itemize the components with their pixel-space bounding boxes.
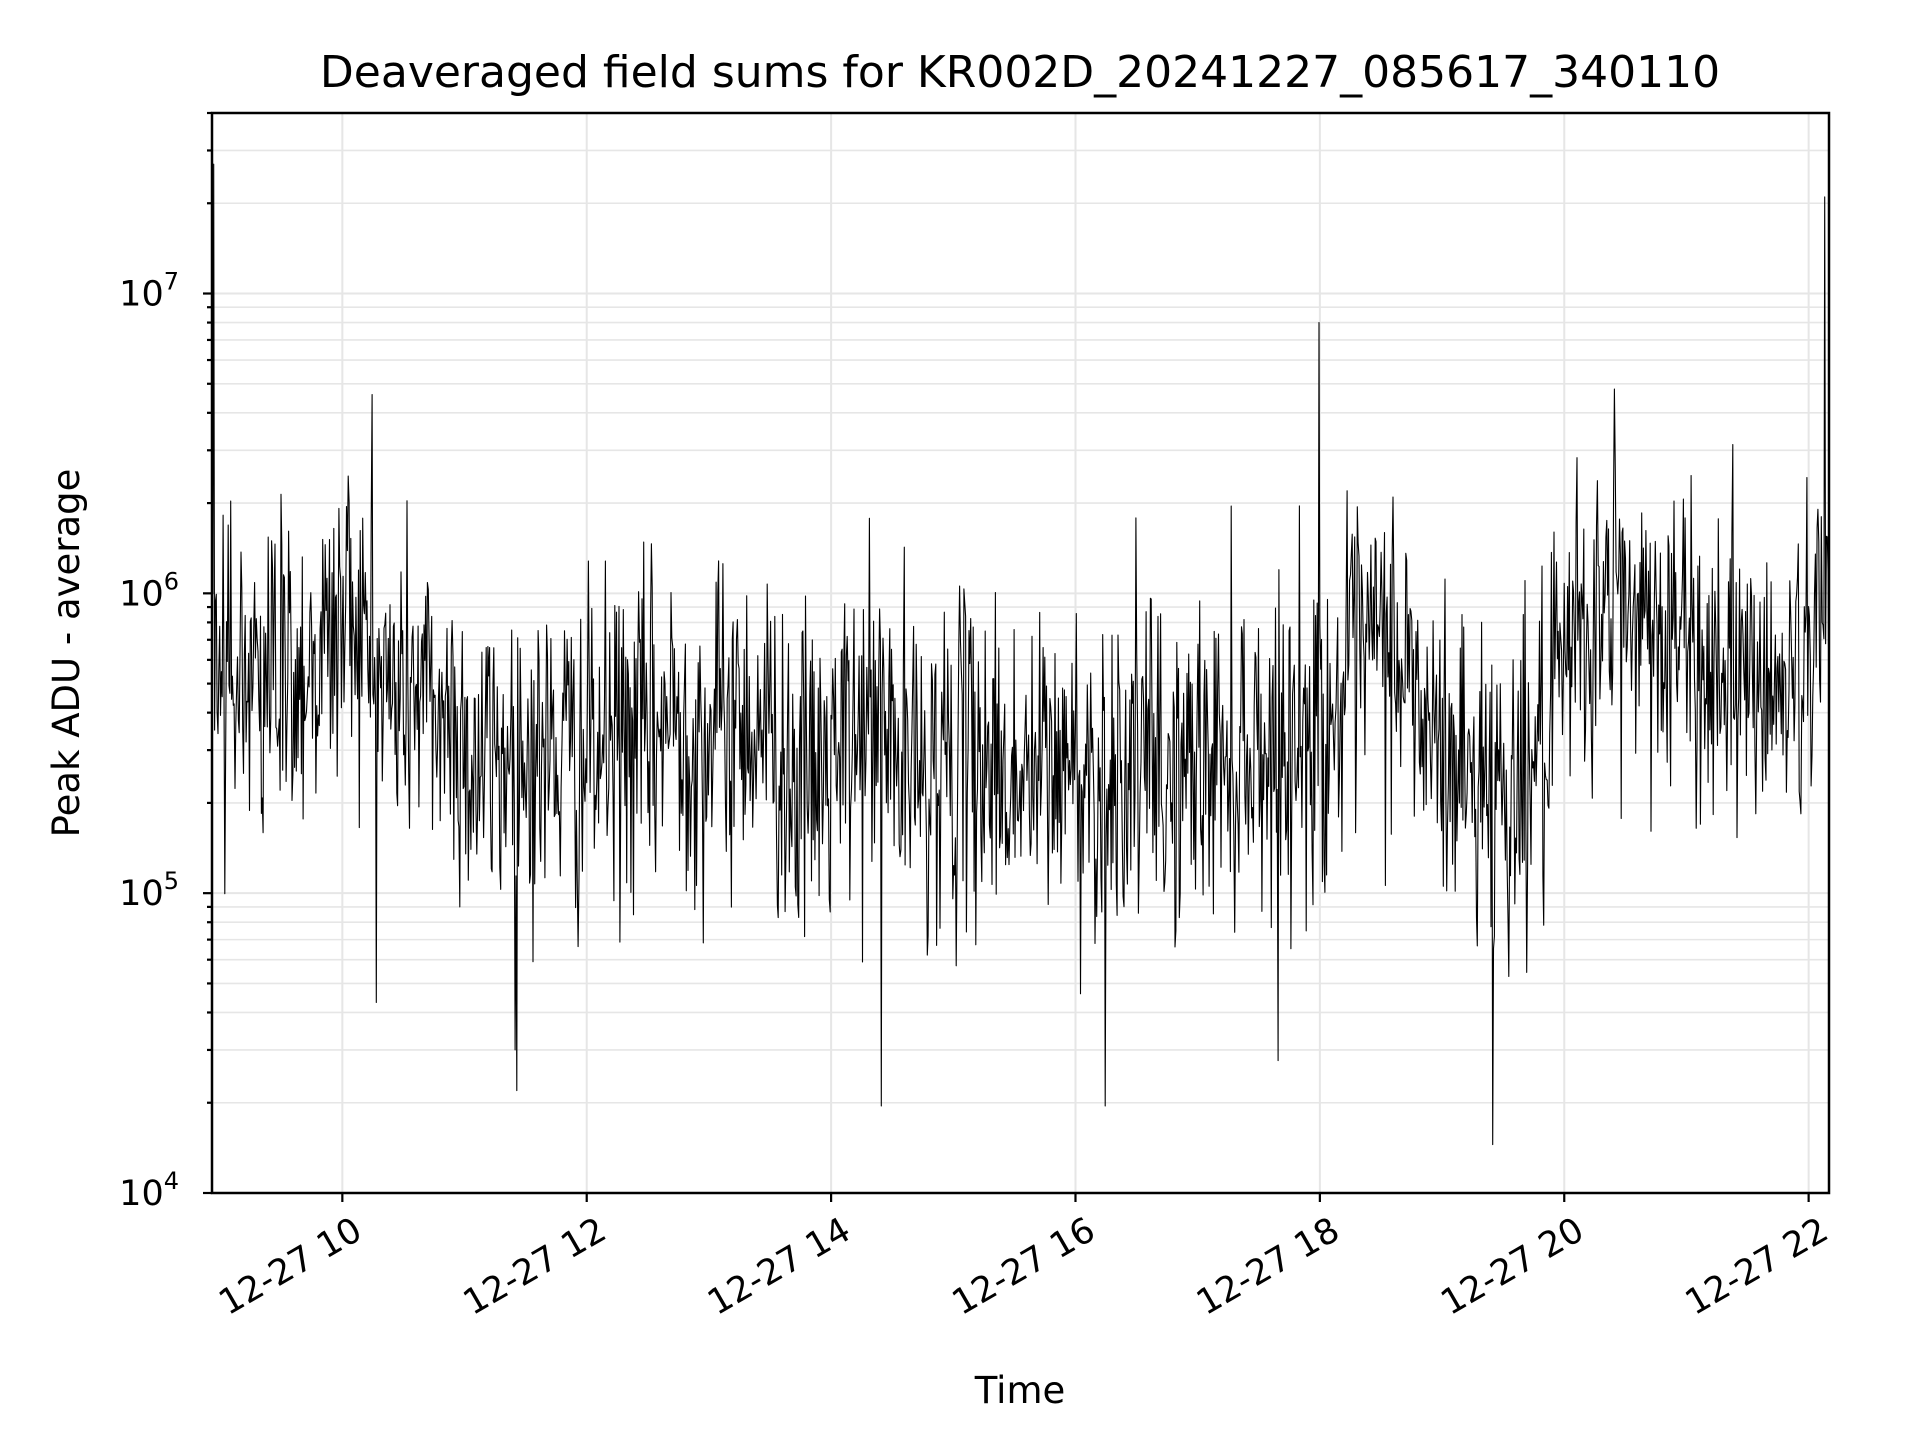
y-tick-label: 107: [119, 268, 179, 315]
data-series: [211, 163, 1830, 1146]
x-axis-label: Time: [974, 1369, 1066, 1412]
y-axis-label: Peak ADU - average: [45, 469, 88, 838]
y-tick-labels: 104 105 106 107: [119, 268, 179, 1214]
plot-frame: [210, 111, 1831, 1195]
series-line: [211, 163, 1830, 1146]
y-tick-label: 105: [119, 867, 179, 914]
axis-ticks: [203, 111, 1810, 1202]
chart-title: Deaveraged field sums for KR002D_2024122…: [320, 47, 1720, 98]
y-tick-label: 106: [119, 567, 179, 614]
y-tick-label: 104: [119, 1167, 179, 1214]
